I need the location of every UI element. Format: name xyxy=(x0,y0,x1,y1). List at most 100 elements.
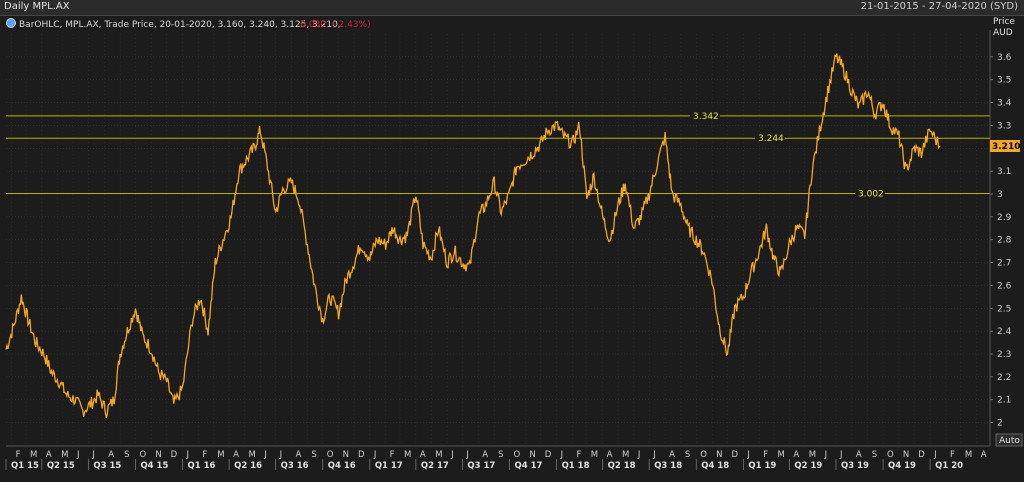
x-month-label: S xyxy=(685,450,690,460)
x-month-label: F xyxy=(16,450,21,460)
y-tick-label: 3.4 xyxy=(997,99,1012,109)
x-quarter-label: Q3 18 xyxy=(654,461,682,471)
x-month-label: A xyxy=(296,450,302,460)
y-tick-label: 2.1 xyxy=(997,396,1011,406)
x-month-label: F xyxy=(950,450,955,460)
x-quarter-label: Q2 17 xyxy=(421,461,449,471)
x-quarter-label: Q1 17 xyxy=(375,461,403,471)
x-month-label: J xyxy=(263,450,267,460)
x-month-label: J xyxy=(652,450,656,460)
x-month-label: N xyxy=(903,450,909,460)
last-price-tag-box xyxy=(990,140,1020,152)
x-quarter-label: Q3 19 xyxy=(841,461,869,471)
x-month-label: M xyxy=(248,450,255,460)
x-quarter-label: Q4 16 xyxy=(328,461,356,471)
x-month-label: O xyxy=(700,450,707,460)
x-quarter-label: Q1 15 xyxy=(11,461,39,471)
x-quarter-label: Q4 18 xyxy=(701,461,729,471)
last-price-tag: 3.210 xyxy=(990,140,1020,152)
x-month-label: J xyxy=(465,450,469,460)
x-month-label: J xyxy=(91,450,95,460)
x-month-label: N xyxy=(716,450,722,460)
x-month-label: M xyxy=(30,450,37,460)
x-month-label: D xyxy=(918,450,925,460)
x-month-label: M xyxy=(622,450,629,460)
x-quarter-label: Q2 15 xyxy=(47,461,75,471)
x-month-label: N xyxy=(529,450,535,460)
x-quarter-label: Q1 19 xyxy=(748,461,776,471)
y-tick-label: 2.6 xyxy=(997,281,1012,291)
y-tick-label: 2.2 xyxy=(997,373,1011,383)
x-month-label: D xyxy=(545,450,552,460)
auto-scale-button[interactable]: Auto xyxy=(995,433,1023,447)
x-quarter-label: Q2 16 xyxy=(234,461,262,471)
level-label-bg xyxy=(755,132,785,144)
x-month-label: M xyxy=(435,450,442,460)
x-month-label: A xyxy=(669,450,675,460)
last-price-tag-label: 3.210 xyxy=(992,142,1020,152)
y-tick-label: 2.9 xyxy=(997,213,1012,223)
y-tick-label: 3.1 xyxy=(997,167,1011,177)
level-label-bg xyxy=(855,187,885,199)
x-month-label: M xyxy=(809,450,816,460)
x-month-label: D xyxy=(171,450,178,460)
x-quarter-label: Q1 18 xyxy=(562,461,590,471)
y-tick-label: 2 xyxy=(997,419,1003,429)
x-month-label: A xyxy=(233,450,239,460)
x-month-label: J xyxy=(933,450,937,460)
auto-scale-button-label[interactable]: Auto xyxy=(999,436,1020,446)
x-month-label: O xyxy=(514,450,521,460)
x-month-label: O xyxy=(139,450,146,460)
level-label: 3.244 xyxy=(758,134,784,144)
x-month-label: J xyxy=(450,450,454,460)
legend-text: BarOHLC, MPL.AX, Trade Price, 20-01-2020… xyxy=(19,20,341,30)
title-bar: Daily MPL.AX 21-01-2015 - 27-04-2020 (SY… xyxy=(0,0,1024,16)
x-month-label: S xyxy=(498,450,503,460)
x-quarter-label: Q4 19 xyxy=(888,461,916,471)
axis-currency-label: AUD xyxy=(993,28,1013,38)
y-axis[interactable]: 22.12.22.32.42.52.62.72.82.933.13.23.33.… xyxy=(989,30,1012,446)
x-month-label: A xyxy=(856,450,862,460)
x-month-label: J xyxy=(839,450,843,460)
legend-globe-icon xyxy=(6,18,16,28)
x-quarter-label: Q1 20 xyxy=(935,461,963,471)
y-tick-label: 3 xyxy=(997,190,1003,200)
x-month-label: A xyxy=(108,450,114,460)
x-month-label: F xyxy=(202,450,207,460)
x-month-label: A xyxy=(420,450,426,460)
x-month-label: A xyxy=(607,450,613,460)
level-label-bg xyxy=(690,109,720,121)
x-month-label: D xyxy=(358,450,365,460)
date-range: 21-01-2015 - 27-04-2020 (SYD) xyxy=(860,1,1018,12)
x-month-label: M xyxy=(404,450,411,460)
legend: BarOHLC, MPL.AX, Trade Price, 20-01-2020… xyxy=(6,18,371,30)
x-month-label: S xyxy=(124,450,129,460)
x-month-label: J xyxy=(824,450,828,460)
legend-change: -0.080, (-2.43%) xyxy=(297,20,371,30)
x-quarter-label: Q2 19 xyxy=(794,461,822,471)
auto-scale-button-box[interactable] xyxy=(995,433,1023,447)
x-month-label: N xyxy=(155,450,161,460)
price-chart[interactable]: 3.342 3.244 3.002 2 2.1 2.2 2.3 2.4 2.5 2.6 2.7 2.… xyxy=(0,16,1024,482)
x-month-label: A xyxy=(46,450,52,460)
x-quarter-label: Q4 17 xyxy=(515,461,543,471)
x-quarter-label: Q4 15 xyxy=(140,461,168,471)
x-month-label: J xyxy=(279,450,283,460)
x-month-label: D xyxy=(731,450,738,460)
axis-unit-label: Price xyxy=(993,17,1015,27)
x-month-label: J xyxy=(186,450,190,460)
x-month-label: M xyxy=(965,450,972,460)
x-month-label: O xyxy=(887,450,894,460)
x-month-label: S xyxy=(311,450,316,460)
price-series-line[interactable] xyxy=(5,53,941,418)
chart-title: Daily MPL.AX xyxy=(4,1,70,12)
x-month-label: J xyxy=(373,450,377,460)
x-month-label: J xyxy=(637,450,641,460)
level-label: 3.002 xyxy=(858,190,884,200)
y-tick-label: 3.5 xyxy=(997,76,1011,86)
x-month-label: M xyxy=(217,450,224,460)
x-quarter-label: Q3 16 xyxy=(281,461,309,471)
x-month-label: J xyxy=(76,450,80,460)
plot-background xyxy=(0,16,1024,482)
